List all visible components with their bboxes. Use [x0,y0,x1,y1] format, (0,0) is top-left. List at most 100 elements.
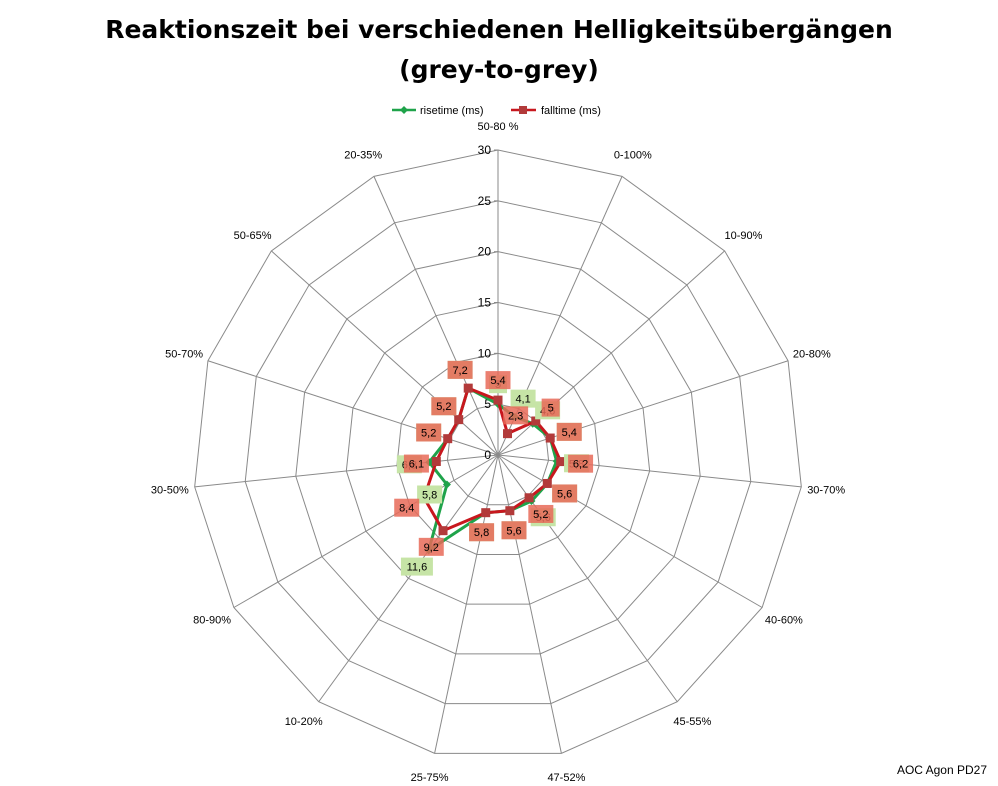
fall-point [438,526,448,536]
series-line-1 [422,386,563,533]
grid-spoke [271,250,499,456]
grid-spoke [373,176,499,456]
data-label: 8,4 [399,503,414,515]
data-label: 5,8 [422,489,437,501]
data-label: 6,1 [409,459,424,471]
data-label-bg [541,398,560,417]
grid-ring [396,352,600,555]
chart-title-line1: Reaktionszeit bei verschiedenen Helligke… [105,15,893,44]
radial-tick-label: 5 [484,397,491,411]
data-label: 5,2 [436,401,451,413]
category-label: 50-70% [165,348,203,360]
fall-point [443,434,453,444]
category-labels: 50-80 % 0-100% 10-90% 20-80% 30-70% 40-60% 45-… [151,121,845,784]
data-label: 4,1 [515,394,530,406]
category-label: 10-20% [285,716,323,728]
data-label-bg [469,523,495,542]
data-label: 5,8 [474,527,489,539]
data-label-bg [552,484,578,503]
fall-point [556,457,566,467]
data-label-bg [418,537,444,556]
grid-spoke [497,454,678,703]
category-label: 30-70% [807,484,845,496]
fall-point [463,383,473,393]
category-label: 50-80 % [478,121,519,133]
data-label: 5,4 [490,375,505,387]
fall-point [542,478,552,488]
data-label-bg [485,371,511,390]
data-label: 5,2 [421,427,436,439]
category-label: 20-80% [793,348,831,360]
footer-caption: AOC Agon PD27 [897,763,987,777]
data-label: 5,2 [533,509,548,521]
category-label: 80-90% [193,615,231,627]
data-label: 9,2 [424,542,439,554]
data-label-bg [394,498,420,517]
data-labels: 54,14,65,45,85,65,65,65,811,65,86,85,25,… [394,360,594,576]
data-label-bg [403,454,429,473]
fall-point [481,508,491,518]
data-label-bg [510,389,536,408]
category-label: 47-52% [547,772,585,784]
grid-spoke [497,454,562,754]
data-label-bg [556,422,582,441]
radial-tick-label: 10 [478,346,492,360]
grid-spoke [233,454,499,608]
grid-ring [244,200,752,705]
data-label-bg [501,521,527,540]
fall-point [431,456,441,466]
data-label: 5,6 [557,488,572,500]
fall-point [454,415,464,425]
data-label: 2,3 [508,410,523,422]
data-label-bg [431,397,457,416]
data-label: 7,2 [452,365,467,377]
radial-tick-label: 20 [478,245,492,259]
category-label: 45-55% [673,716,711,728]
data-label-bg [568,454,594,473]
radial-tick-label: 15 [478,296,492,310]
radial-axis-ticks: 0 5 10 15 20 25 30 [478,143,498,462]
data-label-bg [447,360,473,379]
data-label-bg [503,406,529,425]
fall-point [524,493,534,503]
grid-ring [194,149,802,754]
category-label: 50-65% [234,230,272,242]
data-label: 5 [548,403,554,415]
grid-spoke [194,454,499,488]
data-label: 5,4 [562,427,577,439]
data-label: 11,6 [407,562,428,574]
legend-rise-marker [400,106,408,114]
category-label: 10-90% [724,230,762,242]
grid-spoke [497,454,763,608]
fall-point [493,395,503,405]
category-label: 25-75% [411,772,449,784]
data-label-bg [528,504,554,523]
category-label: 40-60% [765,615,803,627]
radial-tick-label: 25 [478,194,492,208]
rise-point [442,480,451,489]
radial-tick-label: 30 [478,143,492,157]
legend-rise-label: risetime (ms) [420,105,484,117]
grid-spoke [497,454,802,488]
fall-point [505,506,515,516]
data-label-bg [416,423,442,442]
legend: risetime (ms) falltime (ms) [392,105,601,117]
grid-spoke [318,454,499,703]
legend-fall-label: falltime (ms) [541,105,601,117]
grid-ring [345,301,651,605]
grid-ring [295,251,701,655]
category-label: 20-35% [344,149,382,161]
fall-point [531,416,541,426]
grid-spoke [434,454,499,754]
chart-title-line2: (grey-to-grey) [399,55,599,84]
radar-grid [194,149,802,754]
legend-fall-marker [519,106,527,114]
radial-tick-label: 0 [484,448,491,462]
category-label: 30-50% [151,484,189,496]
data-label: 5,6 [506,525,521,537]
fall-point [545,433,555,443]
data-label-bg [400,557,433,576]
data-label: 6,2 [573,459,588,471]
category-label: 0-100% [614,149,652,161]
